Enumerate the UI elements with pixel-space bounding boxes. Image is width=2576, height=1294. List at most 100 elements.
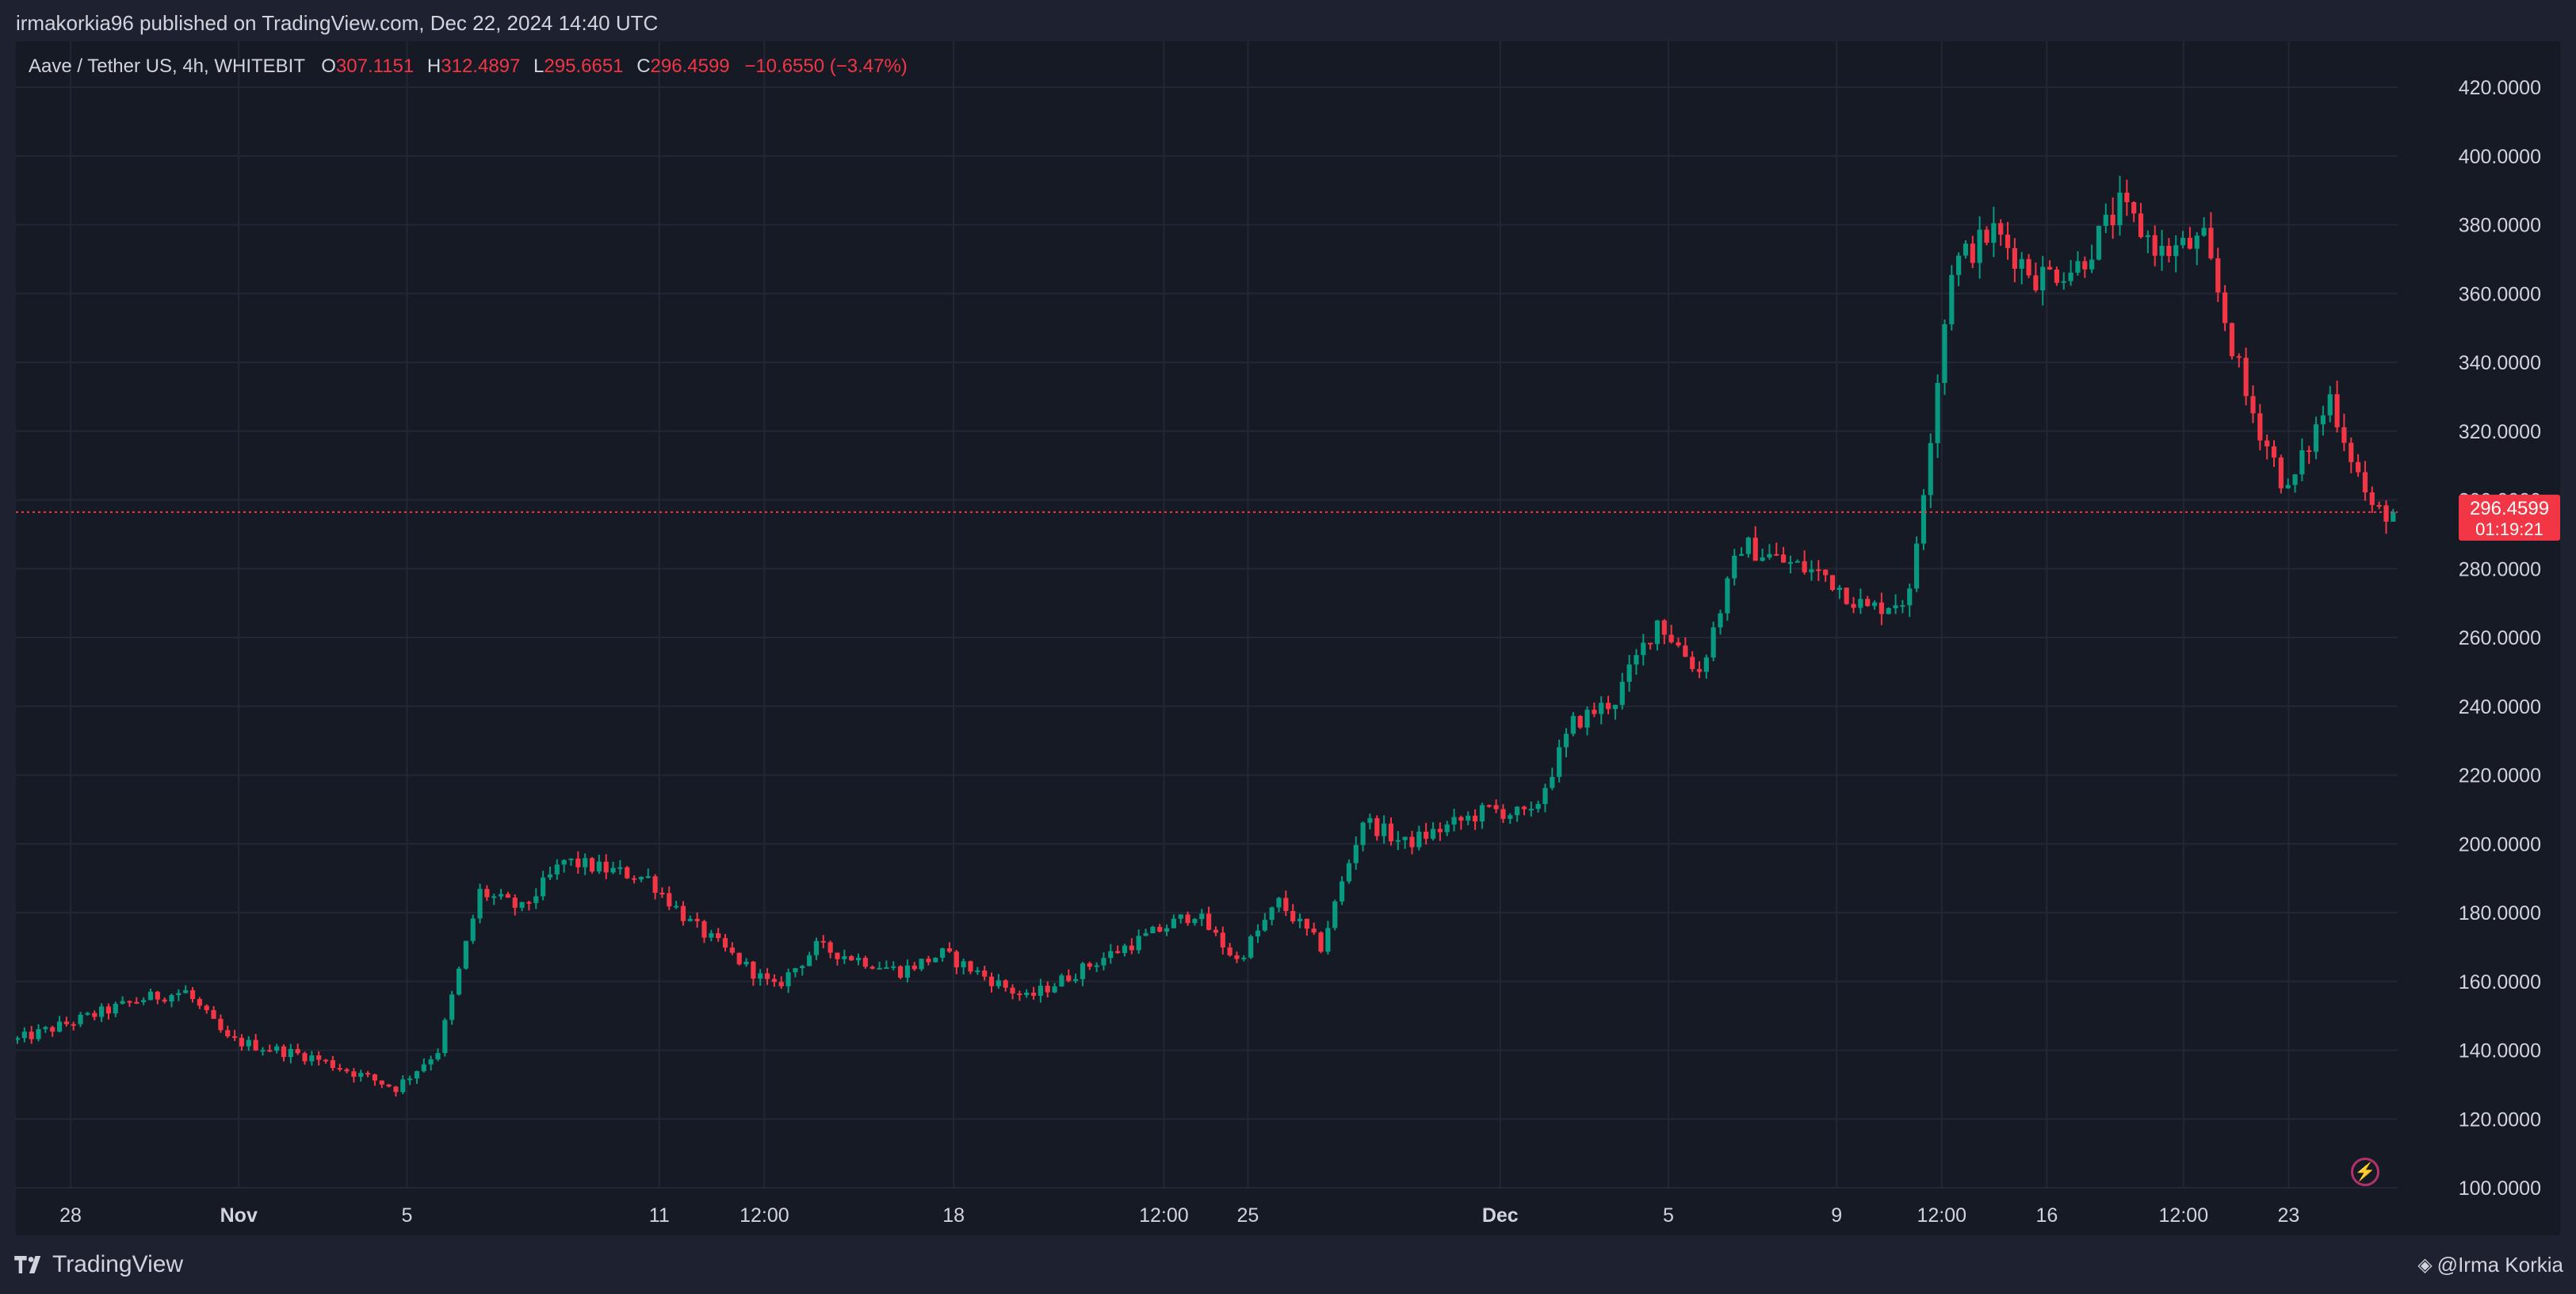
y-tick-label: 360.0000 [2459,283,2541,305]
candle-body [1592,710,1597,714]
candle-body [1346,863,1352,882]
y-tick-label: 320.0000 [2459,421,2541,443]
candle-body [1388,823,1394,842]
candle-body [603,861,609,873]
candle-body [897,966,904,978]
candle-body [2292,474,2298,485]
candle-body [1878,602,1884,614]
last-price-value: 296.4599 [2470,498,2549,519]
candle-body [680,905,686,921]
tradingview-brand[interactable]: TradingView [14,1251,183,1278]
candle-body [281,1046,287,1058]
candle-body [1150,927,1156,934]
candle-body [218,1019,224,1031]
candle-body [1108,951,1114,959]
candle-body [1479,805,1485,821]
candle-body [1486,805,1492,807]
candle-body [589,858,595,872]
candle-body [1886,608,1891,614]
candle-body [638,876,644,880]
candle-body [1654,620,1661,645]
lightning-icon[interactable]: ⚡ [2351,1158,2379,1186]
candle-body [1360,822,1366,845]
candle-body [2152,235,2157,256]
y-tick-label: 140.0000 [2459,1040,2541,1062]
close-label: C [636,56,651,77]
candle-body [1269,907,1275,921]
candle-body [842,956,847,959]
candle-body [1851,603,1856,608]
candle-body [800,966,805,969]
diamond-icon: ◈ [2417,1254,2433,1276]
candle-body [1017,993,1022,996]
candle-body [904,965,910,978]
candle-body [428,1059,434,1065]
candle-body [141,1000,147,1002]
candle-body [246,1039,251,1047]
candle-body [393,1086,399,1093]
candle-body [288,1049,293,1058]
candle-body [1515,806,1520,816]
y-tick-label: 340.0000 [2459,352,2541,374]
candle-body [1998,223,2004,235]
candle-body [330,1060,335,1068]
candle-body [2082,261,2088,270]
candle-body [1913,543,1920,589]
candle-body [1809,569,1814,572]
x-tick-label: Dec [1482,1204,1519,1227]
candle-body [2124,192,2130,202]
candle-body [2047,266,2053,270]
candle-body [1052,986,1057,993]
candle-body [2145,235,2150,237]
candle-body [1991,223,1997,243]
candle-body [2376,504,2382,507]
candle-body [2265,440,2270,446]
candle-body [764,973,770,979]
candle-body [1500,809,1506,819]
candle-body [855,957,862,961]
y-tick-label: 160.0000 [2459,971,2541,993]
candle-body [105,1006,112,1014]
candle-body [2307,450,2312,452]
symbol-name: Aave / Tether US, 4h, WHITEBIT [29,56,305,77]
candle-body [1129,945,1134,951]
candle-body [519,902,525,908]
candle-body [1619,681,1625,706]
publish-info: irmakorkia96 published on TradingView.co… [16,11,659,35]
x-tick-label: 5 [1663,1204,1674,1227]
candle-body [1570,716,1576,734]
candle-body [239,1037,245,1047]
candle-body [1382,823,1387,837]
candle-body [260,1050,266,1052]
candle-body [2040,266,2046,291]
candle-body [583,858,588,867]
candle-body [2369,492,2375,505]
candle-body [253,1039,258,1051]
author-credit[interactable]: ◈ @Irma Korkia [2417,1253,2563,1277]
candle-body [1276,898,1282,908]
candle-body [1648,642,1653,645]
candle-body [827,942,833,953]
candle-body [1206,913,1212,930]
candle-body [1970,243,1975,263]
candle-body [575,858,581,867]
candle-body [1865,599,1871,607]
candle-body [631,878,637,880]
candle-body [869,967,875,969]
candle-body [975,970,980,973]
chart-panel[interactable]: 100.0000 120.0000 140.0000 160.0000 180.0000… [16,41,2560,1235]
candle-body [78,1014,83,1024]
candle-body [547,874,553,878]
candle-body [2229,323,2235,357]
candle-body [743,961,749,965]
candle-body [961,961,966,967]
candle-body [533,896,539,903]
candle-body [183,990,189,993]
candle-body [1283,898,1289,911]
candle-body [302,1053,308,1062]
candle-body [2187,237,2193,249]
candle-body [659,892,665,894]
candle-body [2166,246,2172,256]
candlestick-chart[interactable]: 100.0000 120.0000 140.0000 160.0000 180.0000… [16,41,2560,1235]
candle-body [954,951,959,967]
